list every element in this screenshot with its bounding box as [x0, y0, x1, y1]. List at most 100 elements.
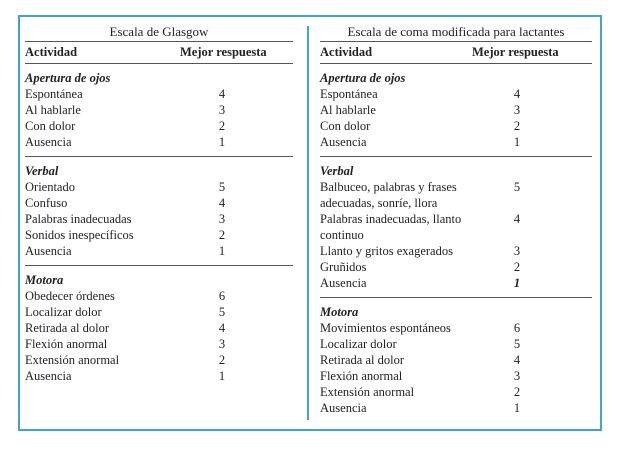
row-label: Localizar dolor: [320, 337, 397, 351]
section-title: Apertura de ojos: [25, 71, 111, 85]
row-label: Ausencia: [25, 369, 72, 383]
rule: [320, 156, 592, 157]
row-label: Gruñidos: [320, 260, 367, 274]
row-label: Confuso: [25, 196, 68, 210]
header-cell: Actividad: [320, 45, 373, 59]
row-value: 1: [218, 369, 226, 383]
table-title: Escala de Glasgow: [109, 24, 209, 39]
row-label: Ausencia: [320, 276, 367, 290]
row-label: Extensión anormal: [25, 353, 120, 367]
row-value: 1: [513, 135, 521, 149]
row: Al hablarle 3: [25, 102, 293, 118]
row-value: 2: [513, 260, 521, 274]
row: Ausencia 1: [320, 400, 592, 416]
row-label: Palabras inadecuadas, llanto continuo: [320, 212, 462, 242]
row: Confuso 4: [25, 195, 293, 211]
row-value: 3: [513, 244, 521, 258]
row-value: 5: [218, 180, 226, 194]
row: Extensión anormal 2: [25, 352, 293, 368]
row: Ausencia 1: [25, 368, 293, 384]
row-value: 6: [218, 289, 226, 303]
row-value: 4: [218, 196, 226, 210]
divider: [307, 26, 309, 420]
row-value: 5: [513, 337, 521, 351]
row: Extensión anormal 2: [320, 384, 592, 400]
row-label: Espontánea: [25, 87, 83, 101]
section: Apertura de ojos Espontánea 4 Al hablarle 3 C…: [320, 64, 592, 156]
row-label: Retirada al dolor: [25, 321, 109, 335]
section-title: Motora: [25, 273, 64, 287]
row: Espontánea 4: [320, 86, 592, 102]
row: Localizar dolor 5: [320, 336, 592, 352]
row-label: Localizar dolor: [25, 305, 102, 319]
row-label: Movimientos espontáneos: [320, 321, 451, 335]
section-title: Apertura de ojos: [320, 71, 406, 85]
rule: [25, 63, 293, 64]
rule: [320, 41, 592, 42]
row: Balbuceo, palabras y frases adecuadas, s…: [320, 179, 592, 211]
row-value: 2: [218, 353, 226, 367]
row-label: Al hablarle: [25, 103, 81, 117]
row-value: 1: [513, 401, 521, 415]
row: Espontánea 4: [25, 86, 293, 102]
frame: [18, 15, 602, 431]
row-label: Retirada al dolor: [320, 353, 404, 367]
section-title: Verbal: [25, 164, 59, 178]
row-value: 2: [513, 119, 521, 133]
row-label: Espontánea: [320, 87, 378, 101]
row-label: Llanto y gritos exagerados: [320, 244, 453, 258]
row: Flexión anormal 3: [25, 336, 293, 352]
row-label: Balbuceo, palabras y frases adecuadas, s…: [320, 180, 457, 210]
row-label: Obedecer órdenes: [25, 289, 115, 303]
header-row: Actividad Mejor respuesta: [320, 42, 592, 63]
rule: [25, 41, 293, 42]
row: Ausencia 1: [25, 134, 293, 150]
header-row: Actividad Mejor respuesta: [25, 42, 293, 63]
header-cell: Mejor respuesta: [180, 45, 267, 59]
row-label: Ausencia: [25, 135, 72, 149]
row: Ausencia 1: [320, 134, 592, 150]
row-label: Ausencia: [320, 135, 367, 149]
table: Escala de coma modificada para lactantes…: [320, 24, 592, 422]
row-value: 2: [513, 385, 521, 399]
header-cell: Mejor respuesta: [472, 45, 559, 59]
row-value: 3: [218, 212, 226, 226]
row: Al hablarle 3: [320, 102, 592, 118]
row-value: 5: [218, 305, 226, 319]
row: Ausencia 1: [320, 275, 592, 291]
section: Verbal Balbuceo, palabras y frases adecua…: [320, 157, 592, 297]
row: Palabras inadecuadas 3: [25, 211, 293, 227]
row-value: 6: [513, 321, 521, 335]
header-cell: Actividad: [25, 45, 78, 59]
row: Con dolor 2: [25, 118, 293, 134]
row: Ausencia 1: [25, 243, 293, 259]
row-label: Palabras inadecuadas: [25, 212, 132, 226]
row-value: 3: [513, 369, 521, 383]
row-value: 4: [513, 212, 521, 226]
section-title: Verbal: [320, 164, 354, 178]
row-value: 2: [218, 119, 226, 133]
row-value: 5: [513, 180, 521, 194]
row: Palabras inadecuadas, llanto continuo 4: [320, 211, 592, 243]
row: Sonidos inespecíficos 2: [25, 227, 293, 243]
table-title: Escala de coma modificada para lactantes: [347, 24, 565, 39]
row-value: 4: [513, 353, 521, 367]
table: Escala de Glasgow Actividad Mejor respuest…: [25, 24, 293, 390]
row-value: 4: [218, 321, 226, 335]
row-label: Con dolor: [25, 119, 76, 133]
row-value: 3: [218, 337, 226, 351]
row-label: Al hablarle: [320, 103, 376, 117]
row-value: 1: [218, 244, 226, 258]
row: Con dolor 2: [320, 118, 592, 134]
row-value: 1: [218, 135, 226, 149]
row-label: Flexión anormal: [320, 369, 403, 383]
section: Motora Movimientos espontáneos 6 Localizar …: [320, 298, 592, 422]
row: Gruñidos 2: [320, 259, 592, 275]
row: Movimientos espontáneos 6: [320, 320, 592, 336]
row-label: Orientado: [25, 180, 75, 194]
row-value: 4: [513, 87, 521, 101]
row-label: Extensión anormal: [320, 385, 415, 399]
row-label: Ausencia: [25, 244, 72, 258]
row: Orientado 5: [25, 179, 293, 195]
rule: [320, 297, 592, 298]
